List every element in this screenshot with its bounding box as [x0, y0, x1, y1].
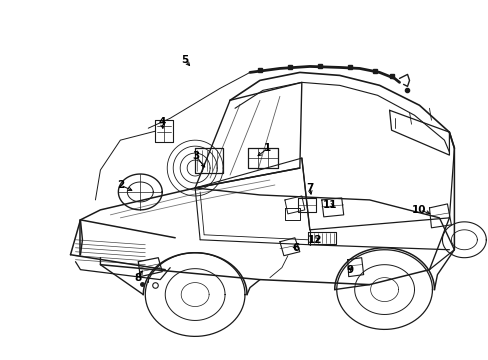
Text: 12: 12 — [307, 235, 322, 245]
Text: 11: 11 — [322, 200, 336, 210]
Text: 5: 5 — [181, 55, 188, 66]
Text: 1: 1 — [264, 143, 271, 153]
Text: 6: 6 — [292, 243, 299, 253]
Text: 7: 7 — [305, 183, 313, 193]
Text: 2: 2 — [117, 180, 124, 190]
Text: 8: 8 — [134, 273, 142, 283]
Text: 10: 10 — [411, 205, 426, 215]
Text: 3: 3 — [192, 151, 200, 161]
Text: 9: 9 — [346, 265, 352, 275]
Text: 4: 4 — [158, 117, 165, 127]
